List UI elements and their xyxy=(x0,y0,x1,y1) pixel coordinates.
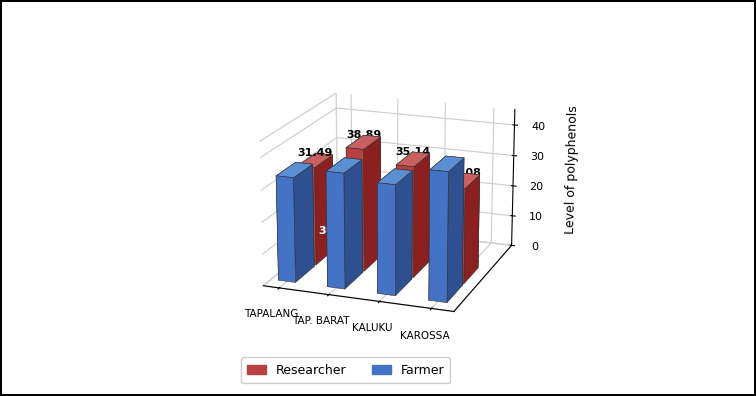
Legend: Researcher, Farmer: Researcher, Farmer xyxy=(241,357,451,383)
